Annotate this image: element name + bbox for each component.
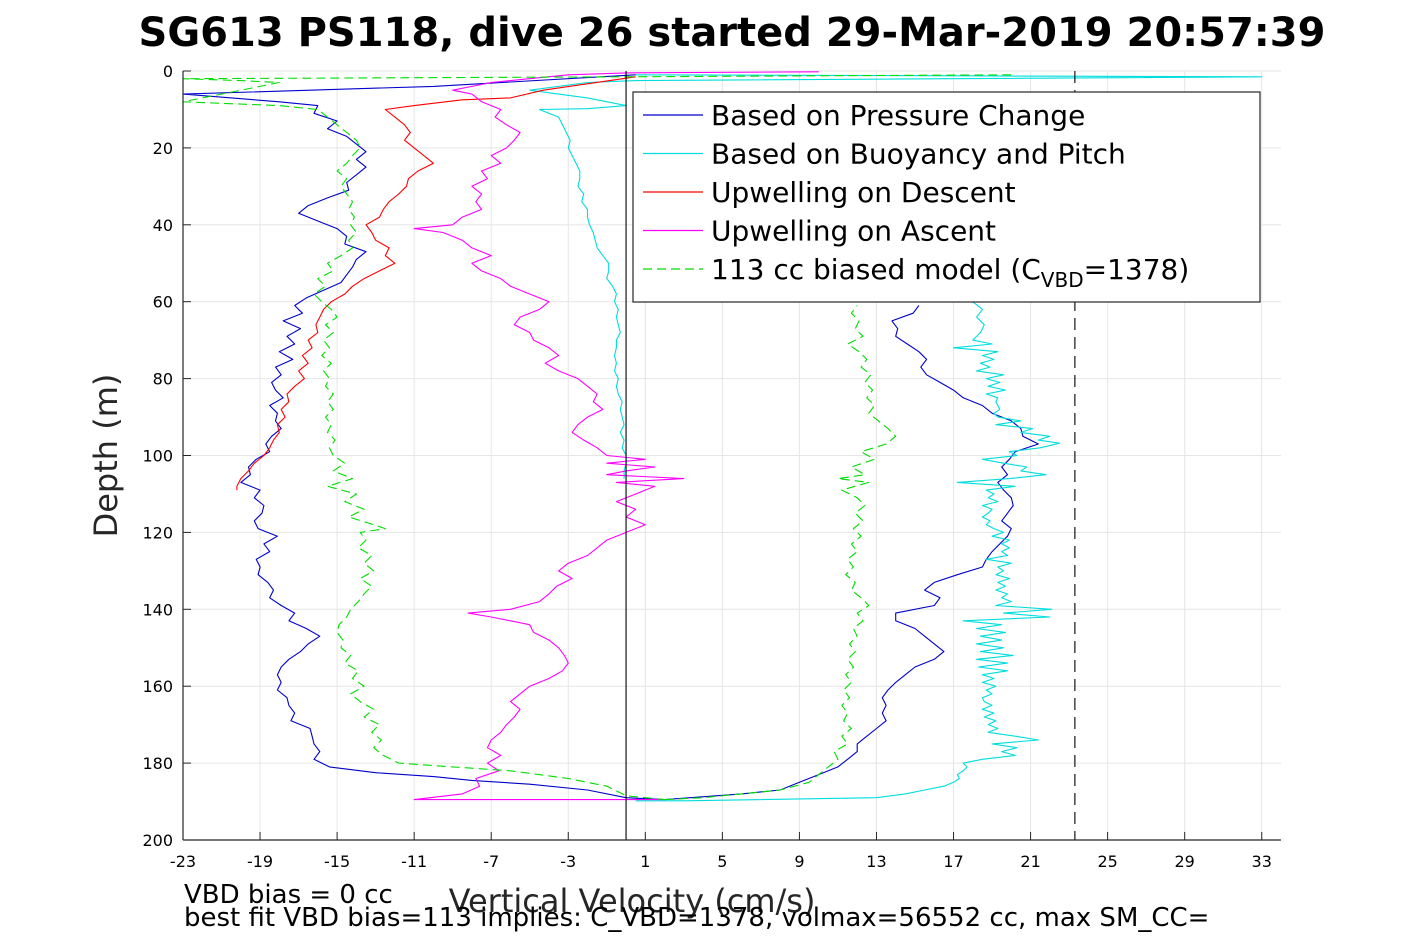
x-tick-label: -11 bbox=[401, 852, 427, 871]
x-tick-label: 5 bbox=[717, 852, 727, 871]
y-tick-label: 200 bbox=[142, 831, 173, 850]
series-line-3-1 bbox=[236, 76, 636, 491]
y-tick-label: 140 bbox=[142, 600, 173, 619]
legend: Based on Pressure Change Based on Buoyanc… bbox=[632, 91, 1261, 303]
y-tick-label: 60 bbox=[153, 293, 173, 312]
x-tick-label: -3 bbox=[560, 852, 576, 871]
series-5 bbox=[183, 74, 1012, 801]
x-axis-ticks: -23 -19 -15 -11 -7 -3 1 5 9 13 17 21 25 29 33 bbox=[170, 832, 1272, 871]
y-tick-label: 80 bbox=[153, 370, 173, 389]
legend-entry-3: Upwelling on Descent bbox=[711, 176, 1016, 209]
series-line-4-1 bbox=[413, 71, 819, 801]
series-4 bbox=[413, 71, 819, 801]
series-3 bbox=[236, 76, 636, 491]
y-axis-ticks: 0 20 40 60 80 100 120 140 160 180 200 bbox=[142, 62, 191, 850]
series-line-1-1 bbox=[183, 74, 665, 801]
x-tick-label: 25 bbox=[1097, 852, 1117, 871]
series-2 bbox=[529, 74, 1263, 802]
y-tick-label: 160 bbox=[142, 677, 173, 696]
y-tick-label: 0 bbox=[163, 62, 173, 81]
chart-title: SG613 PS118, dive 26 started 29-Mar-2019… bbox=[139, 10, 1326, 56]
legend-entry-4: Upwelling on Ascent bbox=[711, 215, 996, 248]
x-tick-label: -19 bbox=[247, 852, 273, 871]
x-tick-label: -23 bbox=[170, 852, 196, 871]
y-tick-label: 120 bbox=[142, 523, 173, 542]
x-tick-label: 1 bbox=[640, 852, 650, 871]
series-1 bbox=[183, 74, 1039, 801]
y-tick-label: 180 bbox=[142, 754, 173, 773]
x-tick-label: -7 bbox=[483, 852, 499, 871]
y-tick-label: 20 bbox=[153, 139, 173, 158]
footer-best-fit: best fit VBD bias=113 implies: C_VBD=137… bbox=[184, 903, 1209, 933]
x-tick-label: 33 bbox=[1252, 852, 1272, 871]
x-tick-label: 29 bbox=[1175, 852, 1195, 871]
series-line-2-1 bbox=[529, 74, 1263, 479]
x-tick-label: 21 bbox=[1020, 852, 1040, 871]
series-line-2-2 bbox=[635, 301, 1061, 802]
y-tick-label: 40 bbox=[153, 216, 173, 235]
x-tick-label: 13 bbox=[866, 852, 886, 871]
legend-entry-5: 113 cc biased model (CVBD=1378) bbox=[711, 253, 1189, 292]
series-line-5-2 bbox=[664, 305, 897, 801]
series-line-1-2 bbox=[664, 305, 1039, 801]
y-axis-label: Depth (m) bbox=[87, 374, 125, 538]
legend-entry-2: Based on Buoyancy and Pitch bbox=[711, 138, 1126, 171]
x-tick-label: -15 bbox=[324, 852, 350, 871]
x-tick-label: 17 bbox=[943, 852, 963, 871]
y-tick-label: 100 bbox=[142, 447, 173, 466]
x-axis-label: Vertical Velocity (cm/s) bbox=[449, 882, 816, 920]
series-line-5-1 bbox=[183, 74, 1012, 801]
x-tick-label: 9 bbox=[794, 852, 804, 871]
footer-vbd-bias: VBD bias = 0 cc bbox=[184, 880, 393, 910]
legend-entry-1: Based on Pressure Change bbox=[711, 99, 1085, 132]
